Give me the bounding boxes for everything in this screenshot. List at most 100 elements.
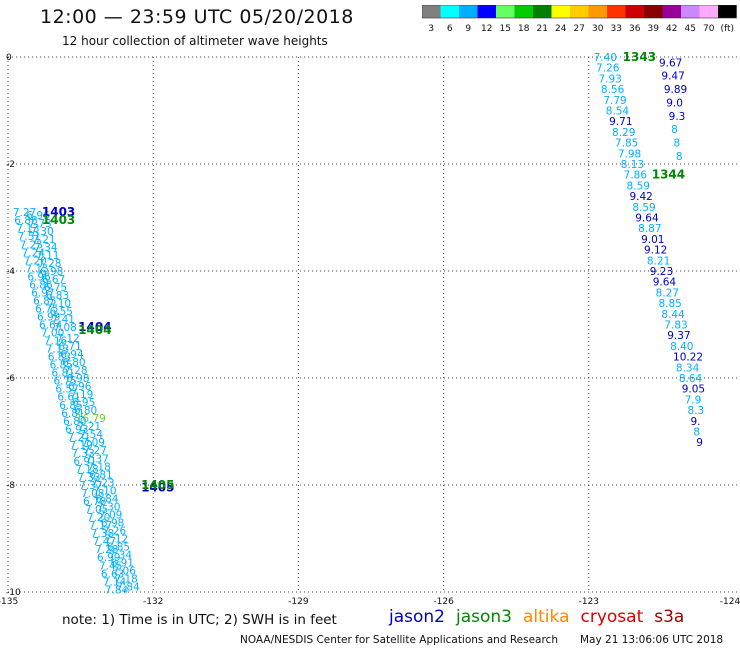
wave-height-value: 9.23: [650, 266, 673, 278]
wave-height-value: 6.85: [33, 295, 56, 307]
color-swatch: [440, 5, 459, 18]
wave-height-value: 6.67: [42, 274, 65, 286]
wave-height-value: 9.37: [667, 330, 690, 342]
chart-title: 12:00 — 23:59 UTC 05/20/2018: [40, 6, 354, 28]
wave-height-value: 8.87: [638, 223, 661, 235]
wave-height-value: 7.19: [69, 440, 92, 452]
color-scale-label: 45: [685, 24, 696, 34]
footnote: note: 1) Time is in UTC; 2) SWH is in fe…: [62, 612, 337, 628]
wave-height-value: 6.83: [46, 290, 69, 302]
color-swatch: [699, 5, 718, 18]
wave-height-value: 7.33: [71, 448, 94, 460]
wave-height-value: 7.09: [82, 437, 105, 449]
wave-height-value: 7.28: [38, 258, 61, 270]
pass-time-label: 1405: [141, 481, 174, 495]
wave-height-value: 7.21: [68, 432, 91, 444]
wave-height-value: 6.91: [111, 558, 134, 570]
wave-height-value: 6.88: [14, 215, 37, 227]
wave-height-value: 16.79: [76, 413, 106, 425]
wave-height-value: 7.21: [78, 421, 101, 433]
wave-height-value: 6.98: [40, 266, 63, 278]
wave-height-value: 6.55: [50, 306, 73, 318]
color-scale-label: 3: [428, 24, 434, 34]
wave-height-value: 7.08: [53, 322, 76, 334]
wave-height-value: 6.96: [26, 210, 50, 222]
wave-height-value: 6.81: [89, 469, 112, 481]
color-swatch: [570, 5, 589, 18]
color-swatch: [662, 5, 681, 18]
wave-height-value: 7.13: [16, 223, 39, 235]
satellite-name: jason3: [456, 607, 512, 627]
wave-height-value: 6.75: [44, 282, 67, 294]
wave-height-value: 7.13: [46, 344, 69, 356]
wave-height-value: 7.41: [52, 314, 75, 326]
wave-height-value: 9.64: [635, 213, 659, 225]
wave-height-value: 6.98: [101, 517, 124, 529]
wave-height-value: 9.3: [669, 111, 686, 123]
wave-height-value: 7.86: [624, 170, 648, 182]
color-swatch: [551, 5, 570, 18]
pass-time-label: 1344: [652, 168, 685, 182]
wave-height-value: 7.79: [603, 95, 626, 107]
wave-height-value: 6.91: [73, 456, 96, 468]
wave-height-value: 7.09: [99, 509, 122, 521]
wave-height-value: 6.84: [95, 493, 119, 505]
color-scale-label: 12: [481, 24, 492, 34]
wave-height-value: 7.14: [103, 576, 127, 588]
y-tick-label: -6: [6, 374, 15, 384]
color-swatch: [496, 5, 515, 18]
y-tick-label: -10: [6, 588, 21, 598]
satellite-name: s3a: [654, 607, 685, 627]
wave-height-value: 9.05: [682, 384, 705, 396]
wave-height-value: 6.81: [61, 408, 84, 420]
wave-height-value: 8.56: [601, 84, 625, 96]
color-scale-border: [422, 5, 737, 19]
wave-height-value: 7.85: [615, 138, 638, 150]
color-swatch: [681, 5, 700, 18]
wave-height-value: 6.85: [107, 542, 130, 554]
color-scale-label: 36: [629, 24, 641, 34]
wave-height-value: 8.40: [670, 341, 693, 353]
wave-height-value: 7.47: [93, 536, 116, 548]
credit-line: NOAA/NESDIS Center for Satellite Applica…: [240, 634, 558, 646]
wave-height-value: 7.73: [28, 218, 51, 230]
wave-height-value: 6.75: [35, 303, 58, 315]
wave-height-value: 9.01: [641, 234, 664, 246]
color-scale-label: 30: [592, 24, 604, 34]
wave-height-value: 6.80: [62, 357, 85, 369]
wave-height-value: 7.30: [30, 226, 53, 238]
color-scale-label: 42: [666, 24, 677, 34]
wave-height-value: 7.20: [23, 255, 46, 267]
wave-height-value: 7.12: [105, 534, 128, 546]
wave-height-value: 7.98: [618, 148, 641, 160]
wave-height-value: 8.85: [658, 298, 681, 310]
generated-timestamp: May 21 13:06:06 UTC 2018: [580, 634, 724, 646]
wave-height-value: 8.27: [656, 287, 679, 299]
wave-height-value: 7.9: [685, 394, 702, 406]
wave-height-value: 7.27: [84, 445, 107, 457]
wave-height-value: 6.96: [27, 271, 51, 283]
wave-height-value: 6.78: [83, 496, 106, 508]
wave-height-value: 7.84: [105, 584, 129, 596]
wave-height-value: 10.22: [673, 352, 703, 364]
wave-height-value: 6.95: [72, 397, 95, 409]
pass-time-label: 1405: [141, 478, 174, 492]
wave-height-value: 8.64: [679, 373, 703, 385]
wave-height-value: 7.08: [81, 488, 104, 500]
wave-height-value: 7.37: [79, 480, 102, 492]
wave-height-value: 7.00: [41, 328, 64, 340]
wave-height-value: 7.19: [70, 389, 93, 401]
y-tick-label: 0: [6, 53, 12, 63]
color-swatch: [718, 5, 737, 18]
wave-height-value: 9.67: [659, 57, 682, 69]
wave-height-value: 7.06: [113, 566, 137, 578]
wave-height-value: 8: [671, 124, 678, 136]
wave-height-value: 7.18: [75, 464, 98, 476]
wave-height-value: 6.64: [39, 320, 63, 332]
y-tick-label: -8: [6, 481, 15, 491]
color-scale-label: 15: [500, 24, 511, 34]
color-swatch: [607, 5, 626, 18]
wave-height-value: 9.89: [664, 84, 687, 96]
wave-height-value: 8.3: [688, 405, 705, 417]
